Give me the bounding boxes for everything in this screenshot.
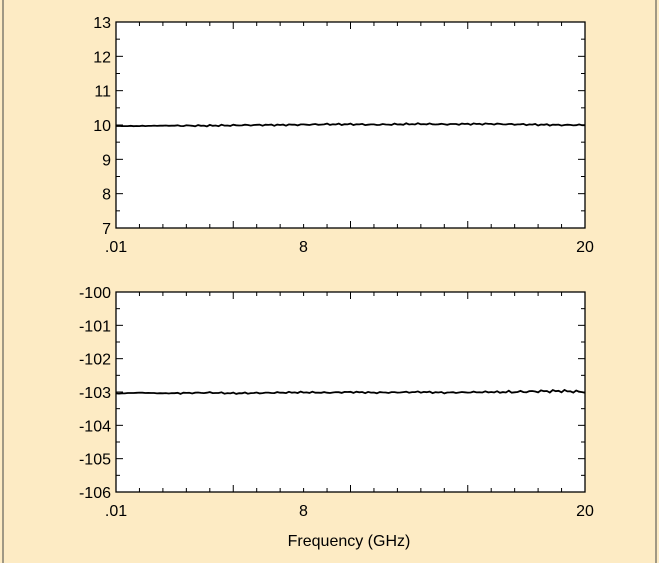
top-ytick-label: 10 bbox=[93, 118, 111, 135]
top-xtick-label: 20 bbox=[576, 239, 594, 256]
top-ytick-label: 7 bbox=[102, 221, 111, 238]
bottom-ytick-label: -106 bbox=[79, 485, 111, 502]
top-ytick-label: 11 bbox=[94, 84, 111, 101]
bottom-ytick-label: -103 bbox=[79, 385, 111, 402]
bottom-ytick-label: -104 bbox=[79, 418, 111, 435]
bottom-xtick-label: .01 bbox=[105, 503, 127, 520]
bottom-ytick-label: -102 bbox=[79, 352, 111, 369]
top-series-line bbox=[115, 122, 585, 128]
top-ytick-label: 12 bbox=[93, 49, 111, 66]
bottom-series-line bbox=[115, 388, 586, 395]
top-chart: 7 8 9 10 11 12 13 .01 8 20 bbox=[93, 15, 594, 256]
top-ytick-label: 8 bbox=[102, 187, 111, 204]
bottom-chart: -100 -101 -102 -103 -104 -105 -106.01 8 20 bbox=[79, 285, 594, 520]
bottom-xtick-label: 8 bbox=[299, 503, 308, 520]
x-axis-label: Frequency (GHz) bbox=[288, 533, 411, 550]
bottom-ytick-label: -105 bbox=[79, 452, 111, 469]
bottom-ytick-label: -101 bbox=[79, 318, 111, 335]
bottom-xtick-label: 20 bbox=[576, 503, 594, 520]
top-ytick-label: 9 bbox=[102, 152, 111, 169]
top-xtick-label: .01 bbox=[105, 239, 127, 256]
top-ytick-label: 13 bbox=[93, 15, 111, 32]
bottom-ytick-label: -100 bbox=[79, 285, 111, 302]
top-xtick-label: 8 bbox=[299, 239, 308, 256]
